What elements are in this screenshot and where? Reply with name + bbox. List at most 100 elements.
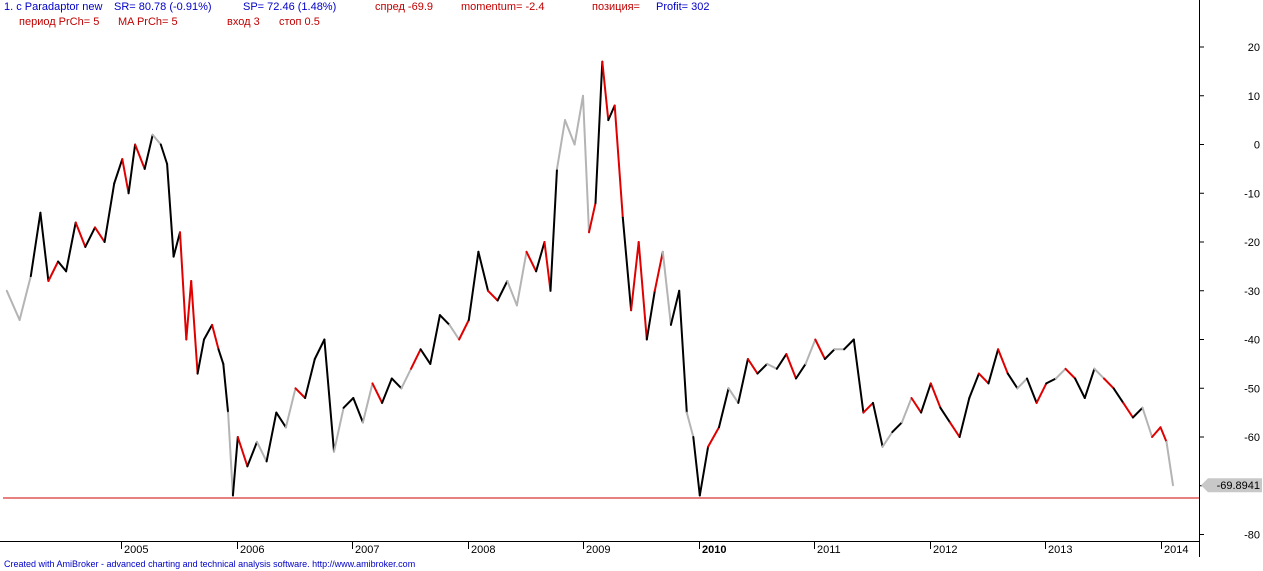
series-segment [920,382,932,414]
series-segment [1165,440,1174,487]
series-segment [727,387,740,404]
sr-value: SR= 80.78 (-0.91%) [114,1,212,13]
series-segment [900,397,913,424]
series-segment [746,358,759,375]
position-label: позиция= [592,1,640,13]
series-segment [371,382,384,404]
series-segment [467,250,480,321]
series-segment [645,289,656,341]
series-segment [1131,406,1144,419]
y-tick-label: -30 [1244,286,1260,298]
series-segment [881,431,894,448]
series-segment [94,226,106,243]
series-segment [477,250,489,292]
series-segment [823,348,836,360]
series-segment [852,338,865,414]
series-segment [448,323,461,341]
series-segment [669,289,681,326]
x-tick-label: 2013 [1048,544,1072,556]
series-segment [685,411,695,438]
series-segment [236,436,249,468]
series-segment [795,362,807,380]
series-segment [594,60,604,204]
x-tick-label: 2008 [471,544,495,556]
series-segment [814,338,826,360]
series-segment [958,397,971,438]
series-segment [1074,377,1086,399]
y-axis-ticks: 20 10 0 -10 -20 -30 -40 -50 -60 -80 [1199,42,1260,542]
series-segment [256,440,268,463]
series-segment [737,358,749,404]
series-segment [564,119,576,146]
series-segment [613,104,624,219]
series-segment [352,397,364,424]
series-segment [692,436,701,497]
series-segment [410,348,422,370]
y-tick-label: -50 [1244,383,1260,395]
series-segment [284,387,297,429]
y-tick-label: -60 [1244,432,1260,444]
series-segment [217,348,225,365]
series-segment [601,60,610,122]
series-segment [381,377,393,404]
series-segment [766,362,778,370]
series-segment [294,387,307,399]
series-segment [1045,377,1057,385]
series-segment [843,338,855,351]
series-segment [151,133,162,146]
chart-header: 1. c Paradaptor new SR= 80.78 (-0.91%) S… [0,0,1200,30]
series-segment [159,143,169,165]
series-segment [390,377,403,390]
series-segment [185,280,193,341]
x-tick-label: 2005 [124,544,148,556]
x-tick-label: 2010 [702,544,726,556]
series-segment [1083,367,1096,399]
series-segment [949,421,961,438]
series-segment [74,221,87,248]
series-segment [246,440,258,468]
series-segment [313,338,326,360]
series-segment [630,241,640,312]
series-segment [573,94,584,146]
series-segment [1112,387,1125,404]
stop-value: стоп 0.5 [279,16,320,28]
series-segment [698,445,710,497]
series-segment [190,280,199,375]
series-segment [549,167,558,292]
series-segment [756,362,769,375]
series-name: 1. c Paradaptor new [4,1,103,13]
momentum-value: momentum= -2.4 [461,1,545,13]
series-segment [361,382,374,424]
series-segment [910,397,923,414]
series-segment [977,372,990,385]
series-segment [304,358,316,399]
series-segment [1064,367,1077,380]
series-segment [804,338,817,365]
entry-value: вход 3 [227,16,260,28]
series-segment [143,133,154,170]
series-segment [525,250,538,273]
series-segment [556,119,566,170]
y-tick-label: 0 [1254,140,1260,152]
series-segment [196,338,205,375]
series-segment [323,338,335,453]
series-segment [862,401,874,414]
series-segment [1151,426,1162,438]
series-segment [29,211,42,278]
series-segment [997,348,1009,375]
series-segment [211,323,220,351]
series-segment [929,382,942,409]
series-segment [1159,426,1168,443]
x-tick-label: 2014 [1164,544,1188,556]
series-segment [113,158,124,185]
series-segment [1103,377,1115,390]
series-segment [121,158,130,195]
series-segment [172,231,181,258]
x-tick-label: 2009 [586,544,610,556]
series-segment [18,275,32,321]
series-segment [785,353,797,380]
series-layer [5,60,1174,497]
series-segment [179,231,188,341]
series-segment [134,143,146,170]
